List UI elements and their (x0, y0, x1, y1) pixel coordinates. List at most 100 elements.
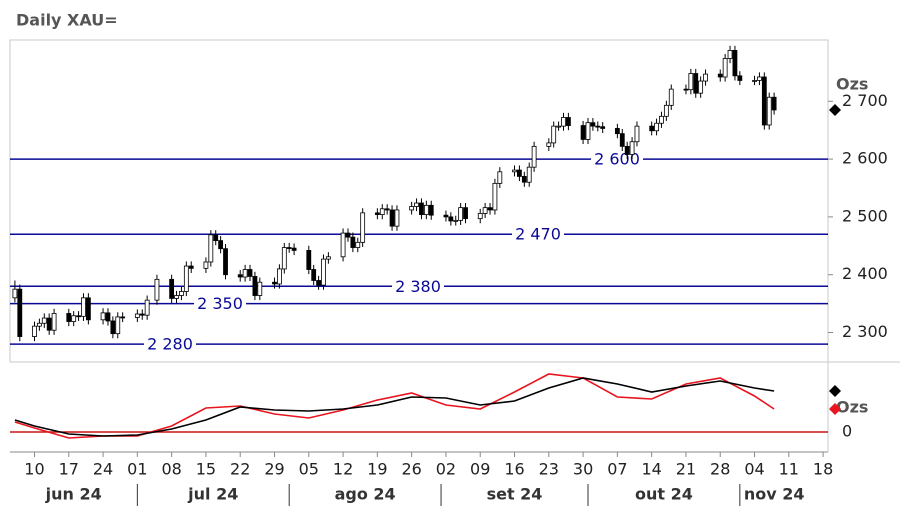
candle-body (688, 73, 694, 91)
candle-body (389, 209, 395, 227)
candle-body (585, 122, 591, 140)
y-axis-unit: Ozs (836, 75, 868, 94)
month-label: set 24 (487, 485, 543, 504)
x-tick-label: 01 (127, 460, 147, 479)
month-label: out 24 (635, 485, 693, 504)
candle-body (306, 250, 312, 270)
candle-body (458, 207, 464, 221)
candle-body (521, 176, 527, 183)
x-tick-label: 22 (230, 460, 250, 479)
candle-body (546, 142, 552, 147)
candle-body (374, 212, 380, 215)
candle-body (51, 313, 57, 331)
x-tick-label: 08 (161, 460, 181, 479)
candle-body (286, 247, 292, 249)
candle-body (66, 313, 72, 322)
candle-body (134, 313, 140, 318)
x-tick-label: 17 (59, 460, 79, 479)
candle-body (492, 182, 498, 211)
candle-body (247, 269, 253, 277)
month-label: nov 24 (744, 485, 805, 504)
candle-body (663, 104, 669, 117)
candle-body (345, 232, 351, 238)
candle-body (693, 73, 699, 94)
candle-body (600, 126, 606, 129)
candle-body (659, 115, 664, 124)
candle-body (252, 276, 258, 296)
candle-body (144, 299, 150, 316)
candle-body (551, 125, 557, 144)
x-tick-label: 30 (573, 460, 593, 479)
candle-body (384, 208, 390, 211)
candle-body (482, 207, 488, 214)
x-tick-label: 07 (607, 460, 627, 479)
candle-body (115, 316, 121, 335)
y-tick-label: 2 300 (842, 322, 888, 341)
candle-body (732, 50, 738, 77)
level-label-bg (194, 294, 246, 313)
last-value-marker (829, 385, 841, 397)
month-label: jun 24 (45, 485, 102, 504)
price-panel (9, 39, 829, 363)
candle-body (409, 206, 415, 211)
candle-body (120, 316, 126, 319)
candle-body (512, 169, 517, 173)
month-label: jul 24 (187, 485, 238, 504)
x-tick-label: 23 (539, 460, 559, 479)
x-tick-label: 05 (299, 460, 319, 479)
x-tick-label: 02 (436, 460, 456, 479)
candle-body (272, 281, 277, 285)
x-tick-label: 24 (93, 460, 113, 479)
month-label: ago 24 (335, 485, 396, 504)
candle-body (379, 208, 385, 215)
macd-axis-unit: Ozs (836, 398, 868, 417)
candle-body (179, 291, 184, 296)
y-tick-label: 2 400 (842, 264, 888, 283)
candle-body (340, 232, 346, 258)
candle-body (423, 204, 429, 215)
candle-body (683, 88, 689, 91)
candle-body (649, 125, 655, 132)
level-label: 2 470 (515, 225, 561, 244)
candle-body (36, 322, 42, 327)
candle-body (453, 219, 459, 222)
x-tick-label: 29 (264, 460, 284, 479)
y-tick-label: 2 600 (842, 149, 888, 168)
candle-body (257, 281, 263, 296)
indicator-line (14, 373, 775, 439)
candle-body (737, 75, 743, 81)
x-tick-label: 14 (641, 460, 661, 479)
candle-body (311, 269, 317, 281)
last-value-marker (829, 403, 841, 415)
candle-body (291, 247, 297, 251)
x-tick-label: 16 (504, 460, 524, 479)
candle-body (76, 315, 81, 318)
level-label-bg (144, 335, 196, 354)
candle-body (419, 202, 424, 215)
candle-body (595, 125, 601, 128)
candle-body (766, 96, 772, 126)
candle-body (17, 288, 23, 337)
candle-body (698, 80, 704, 94)
candle-body (463, 207, 468, 220)
last-price-marker (829, 103, 841, 116)
x-tick-label: 09 (470, 460, 490, 479)
candle-body (757, 76, 762, 81)
candle-body (634, 125, 640, 143)
x-tick-label: 10 (24, 460, 44, 479)
candle-body (556, 125, 561, 128)
candle-body (12, 288, 18, 299)
candle-body (316, 280, 321, 286)
candle-body (277, 268, 282, 285)
candle-body (722, 58, 728, 78)
candle-body (169, 278, 175, 299)
candle-body (394, 209, 400, 227)
level-label-bg (512, 225, 564, 244)
candle-body (443, 214, 449, 218)
x-tick-label: 11 (779, 460, 799, 479)
candle-body (71, 315, 77, 322)
candle-body (727, 50, 733, 59)
candle-body (590, 122, 596, 127)
candle-body (497, 171, 503, 184)
y-tick-label: 0 (842, 422, 852, 441)
